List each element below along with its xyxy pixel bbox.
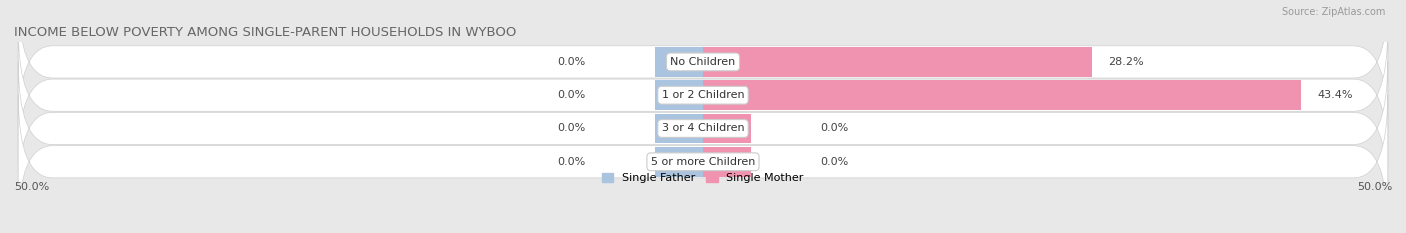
Bar <box>655 114 703 143</box>
FancyBboxPatch shape <box>18 95 1388 229</box>
Bar <box>703 147 751 177</box>
FancyBboxPatch shape <box>18 0 1388 129</box>
Text: 50.0%: 50.0% <box>1357 182 1392 192</box>
Text: 0.0%: 0.0% <box>558 157 586 167</box>
Text: 0.0%: 0.0% <box>820 123 848 134</box>
Bar <box>703 80 1301 110</box>
Text: Source: ZipAtlas.com: Source: ZipAtlas.com <box>1281 7 1385 17</box>
Text: No Children: No Children <box>671 57 735 67</box>
Text: 28.2%: 28.2% <box>1108 57 1143 67</box>
Bar <box>655 47 703 77</box>
Text: 0.0%: 0.0% <box>820 157 848 167</box>
Legend: Single Father, Single Mother: Single Father, Single Mother <box>602 173 804 183</box>
Bar <box>655 147 703 177</box>
Text: INCOME BELOW POVERTY AMONG SINGLE-PARENT HOUSEHOLDS IN WYBOO: INCOME BELOW POVERTY AMONG SINGLE-PARENT… <box>14 26 516 39</box>
Text: 1 or 2 Children: 1 or 2 Children <box>662 90 744 100</box>
Text: 0.0%: 0.0% <box>558 57 586 67</box>
FancyBboxPatch shape <box>18 61 1388 195</box>
Text: 43.4%: 43.4% <box>1317 90 1353 100</box>
Text: 5 or more Children: 5 or more Children <box>651 157 755 167</box>
Text: 50.0%: 50.0% <box>14 182 49 192</box>
FancyBboxPatch shape <box>18 28 1388 162</box>
Bar <box>703 47 1091 77</box>
Text: 0.0%: 0.0% <box>558 123 586 134</box>
Bar <box>655 80 703 110</box>
Text: 3 or 4 Children: 3 or 4 Children <box>662 123 744 134</box>
Text: 0.0%: 0.0% <box>558 90 586 100</box>
Bar <box>703 114 751 143</box>
